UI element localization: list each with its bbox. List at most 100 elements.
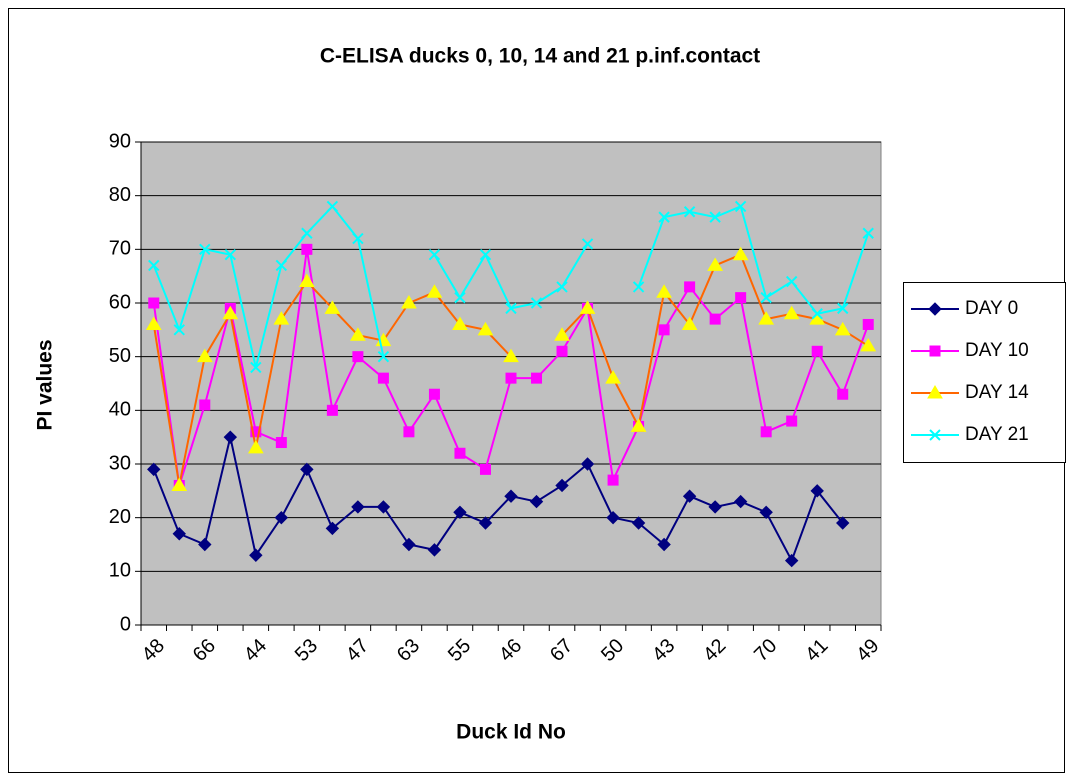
marker [198,537,212,552]
marker [326,404,338,416]
marker [682,489,697,503]
marker [326,200,339,213]
y-tick-label: 40 [109,399,131,421]
marker [350,327,366,341]
marker [580,457,595,471]
marker [837,302,849,315]
marker [733,494,748,509]
marker [631,516,646,530]
marker [783,305,800,320]
marker [428,248,441,261]
y-tick-label: 10 [109,560,131,582]
marker [199,399,211,411]
marker [352,232,364,245]
y-tick-label: 80 [109,184,131,206]
marker [147,462,161,477]
marker [758,311,775,325]
marker [734,200,747,213]
marker [402,537,416,552]
marker [403,426,415,438]
marker [759,505,773,520]
marker [684,281,696,293]
y-tick-label: 20 [109,506,131,528]
marker [607,474,619,486]
marker [453,505,467,520]
marker [929,429,941,441]
marker [324,300,341,314]
marker [556,281,568,293]
marker [658,324,670,336]
marker [247,439,264,454]
marker [658,211,670,223]
marker [836,516,850,530]
marker [860,337,877,352]
marker [250,426,262,438]
marker [709,313,721,325]
marker [605,370,621,384]
marker [275,259,288,272]
y-tick-label: 60 [109,291,131,313]
marker [275,437,287,449]
y-tick-label: 0 [120,613,131,635]
marker [428,388,440,400]
marker [554,327,570,341]
marker [555,478,569,493]
marker [862,227,874,239]
marker [581,238,594,250]
marker [657,537,671,552]
marker [556,345,568,357]
marker [477,321,494,336]
series-line [152,436,844,564]
legend-box [903,282,1066,463]
marker [376,500,391,514]
marker [503,348,519,363]
marker [479,248,492,261]
marker [811,308,823,320]
marker [630,418,647,432]
marker [656,284,672,298]
series [145,246,877,491]
marker [785,275,798,288]
marker [606,510,620,525]
marker [530,297,543,309]
legend-label: DAY 10 [965,340,1029,361]
marker [505,372,517,384]
marker [274,510,289,525]
marker [298,273,315,288]
marker [224,248,237,261]
marker [250,361,262,374]
marker [377,350,390,363]
marker [171,477,188,491]
marker [505,302,517,315]
marker [173,324,185,336]
marker [928,302,942,316]
marker [927,385,943,399]
marker [300,462,314,477]
marker [222,305,239,320]
marker [735,292,747,304]
marker [196,348,213,363]
marker [249,548,263,562]
marker [632,281,645,293]
y-tick-label: 90 [109,130,131,152]
marker [452,316,468,330]
marker [351,500,365,514]
marker [454,291,466,304]
marker [172,527,186,541]
marker [837,388,849,400]
marker [148,259,160,272]
series [148,200,874,374]
marker [199,243,211,256]
marker [681,316,698,330]
y-tick-label: 50 [109,345,131,367]
marker [810,484,824,498]
marker [683,206,696,218]
marker [929,345,941,357]
marker [325,521,340,536]
x-axis-title: Duck Id No [456,721,566,744]
marker [273,311,290,325]
marker [426,284,443,298]
marker [862,318,874,330]
marker [145,316,162,330]
